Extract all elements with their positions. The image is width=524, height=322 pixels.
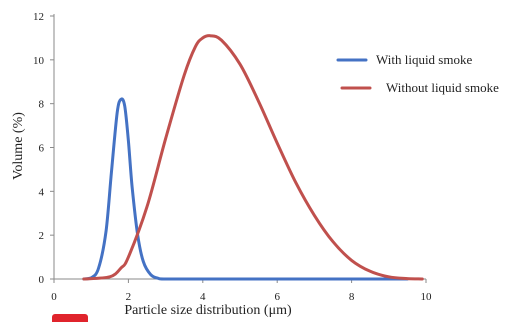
legend: With liquid smoke Without liquid smoke: [336, 52, 499, 95]
legend-label: Without liquid smoke: [386, 80, 499, 95]
x-tick-label: 6: [274, 291, 280, 303]
y-tick-label: 8: [39, 99, 45, 111]
y-tick-label: 6: [39, 143, 45, 155]
x-tick-label: 4: [200, 291, 206, 303]
x-tick-label: 0: [51, 291, 57, 303]
axes: 0 2 4 6 8 10 12 0 2 4 6 8 10: [33, 11, 432, 303]
x-tick-label: 2: [126, 291, 132, 303]
y-axis-title: Volume (%): [11, 112, 26, 180]
x-axis-title: Particle size distribution (μm): [124, 303, 292, 318]
legend-label: With liquid smoke: [376, 52, 472, 67]
series-lines: [82, 34, 424, 281]
series-line-without-liquid-smoke: [82, 34, 424, 281]
x-tick-label: 10: [421, 291, 433, 303]
red-badge: [52, 314, 88, 322]
y-tick-label: 10: [33, 55, 45, 67]
y-tick-label: 0: [39, 274, 45, 286]
y-tick-label: 12: [33, 11, 44, 23]
series-line-with-liquid-smoke: [82, 97, 409, 281]
y-tick-label: 2: [39, 230, 45, 242]
y-tick-label: 4: [39, 186, 45, 198]
x-tick-label: 8: [349, 291, 355, 303]
